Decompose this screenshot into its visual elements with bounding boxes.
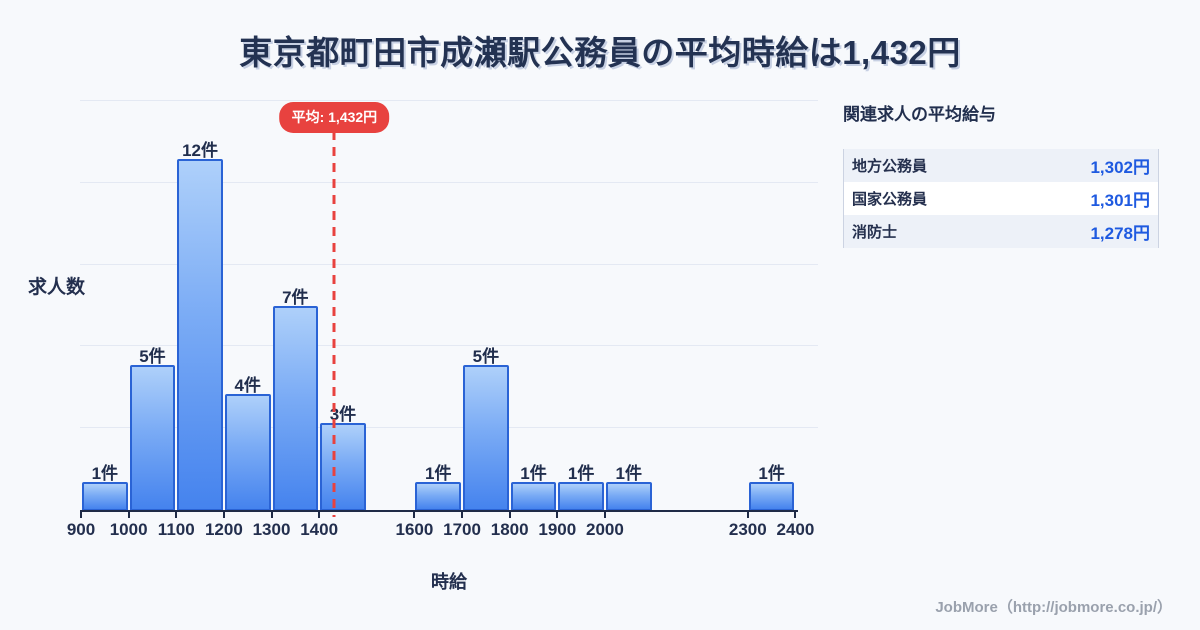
x-tick-mark: [127, 512, 130, 518]
histogram-bar: [510, 481, 557, 511]
gridline: [80, 345, 818, 347]
bar-count-label: 5件: [139, 346, 166, 366]
x-tick-mark: [80, 512, 82, 518]
x-tick-label: 1600: [395, 520, 434, 539]
bar-count-label: 3件: [329, 405, 357, 425]
related-jobs-panel: 関連求人の平均給与 地方公務員 1,302円国家公務員 1,301円消防士 1,278…: [843, 100, 1159, 248]
x-tick-label: 1800: [490, 520, 529, 539]
salary-value: 1,278円: [1090, 224, 1150, 243]
average-badge: 平均: 1,432円: [279, 102, 390, 133]
histogram-bar: [415, 481, 462, 511]
histogram-bar: [272, 305, 319, 511]
histogram-bar: [82, 481, 128, 511]
x-tick-label: 1300: [252, 520, 291, 539]
histogram-bar: [224, 393, 271, 511]
x-tick-mark: [461, 512, 464, 518]
bar-count-label: 5件: [472, 346, 500, 366]
bar-count-label: 1件: [567, 463, 595, 483]
x-tick-label: 1100: [157, 520, 195, 539]
bar-count-label: 1件: [520, 463, 547, 483]
gridline: [80, 263, 818, 265]
credit-text: JobMore（http://jobmore.co.jp/）: [935, 599, 1172, 616]
bar-count-label: 4件: [234, 375, 261, 395]
x-axis-label: 時給: [431, 572, 467, 592]
histogram-bar: [463, 364, 509, 511]
histogram-bar: [605, 481, 652, 511]
x-tick-label: 1400: [300, 520, 339, 539]
y-axis-label: 求人数: [28, 277, 86, 298]
x-tick-mark: [603, 512, 606, 518]
x-tick-mark: [746, 512, 749, 518]
x-tick-mark: [556, 512, 559, 518]
bar-count-label: 1件: [758, 463, 785, 483]
x-tick-label: 2400: [776, 520, 815, 539]
bar-count-label: 1件: [424, 463, 452, 483]
histogram-bar: [129, 364, 176, 511]
x-tick-label: 1700: [443, 520, 481, 539]
histogram-bar: [748, 481, 795, 511]
bar-count-label: 7件: [282, 287, 309, 307]
x-tick-mark: [318, 512, 321, 518]
x-tick-mark: [413, 512, 416, 518]
x-tick-label: 1900: [538, 520, 577, 539]
histogram-bar: [177, 159, 223, 511]
job-label: 消防士: [852, 224, 898, 241]
x-tick-mark: [270, 512, 273, 518]
job-label: 国家公務員: [852, 191, 928, 208]
histogram-bar: [558, 481, 604, 511]
x-tick-label: 1000: [109, 520, 148, 539]
salary-row: 消防士 1,278円: [844, 215, 1158, 248]
x-tick-mark: [175, 512, 178, 518]
salary-value: 1,302円: [1090, 158, 1150, 177]
x-tick-label: 1200: [204, 520, 243, 539]
average-line: [332, 131, 336, 517]
x-tick-mark: [794, 512, 797, 518]
x-tick-mark: [508, 512, 511, 518]
salary-table: 地方公務員 1,302円国家公務員 1,301円消防士 1,278円: [843, 149, 1159, 248]
x-tick-label: 900: [66, 520, 96, 539]
salary-row: 地方公務員 1,302円: [844, 149, 1158, 182]
gridline: [80, 427, 818, 429]
bar-count-label: 1件: [91, 463, 119, 483]
salary-value: 1,301円: [1090, 191, 1150, 210]
panel-title: 関連求人の平均給与: [843, 105, 996, 124]
histogram-chart: 1件 5件 12件 4件 7件 3件 1件 5件 1件 1件 1件 1件 900 1000 1100 120…: [28, 100, 818, 592]
gridline: [80, 181, 818, 183]
salary-row: 国家公務員 1,301円: [844, 182, 1158, 215]
page-title: 東京都町田市成瀬駅公務員の平均時給は1,432円: [239, 34, 961, 71]
x-axis-line: [80, 510, 798, 512]
job-label: 地方公務員: [852, 158, 928, 175]
histogram-bar: [320, 423, 366, 511]
x-tick-mark: [222, 512, 225, 518]
bar-count-label: 12件: [182, 141, 219, 161]
gridline: [80, 100, 818, 101]
bar-count-label: 1件: [615, 463, 642, 483]
x-tick-label: 2000: [586, 520, 624, 539]
x-tick-label: 2300: [728, 520, 767, 539]
